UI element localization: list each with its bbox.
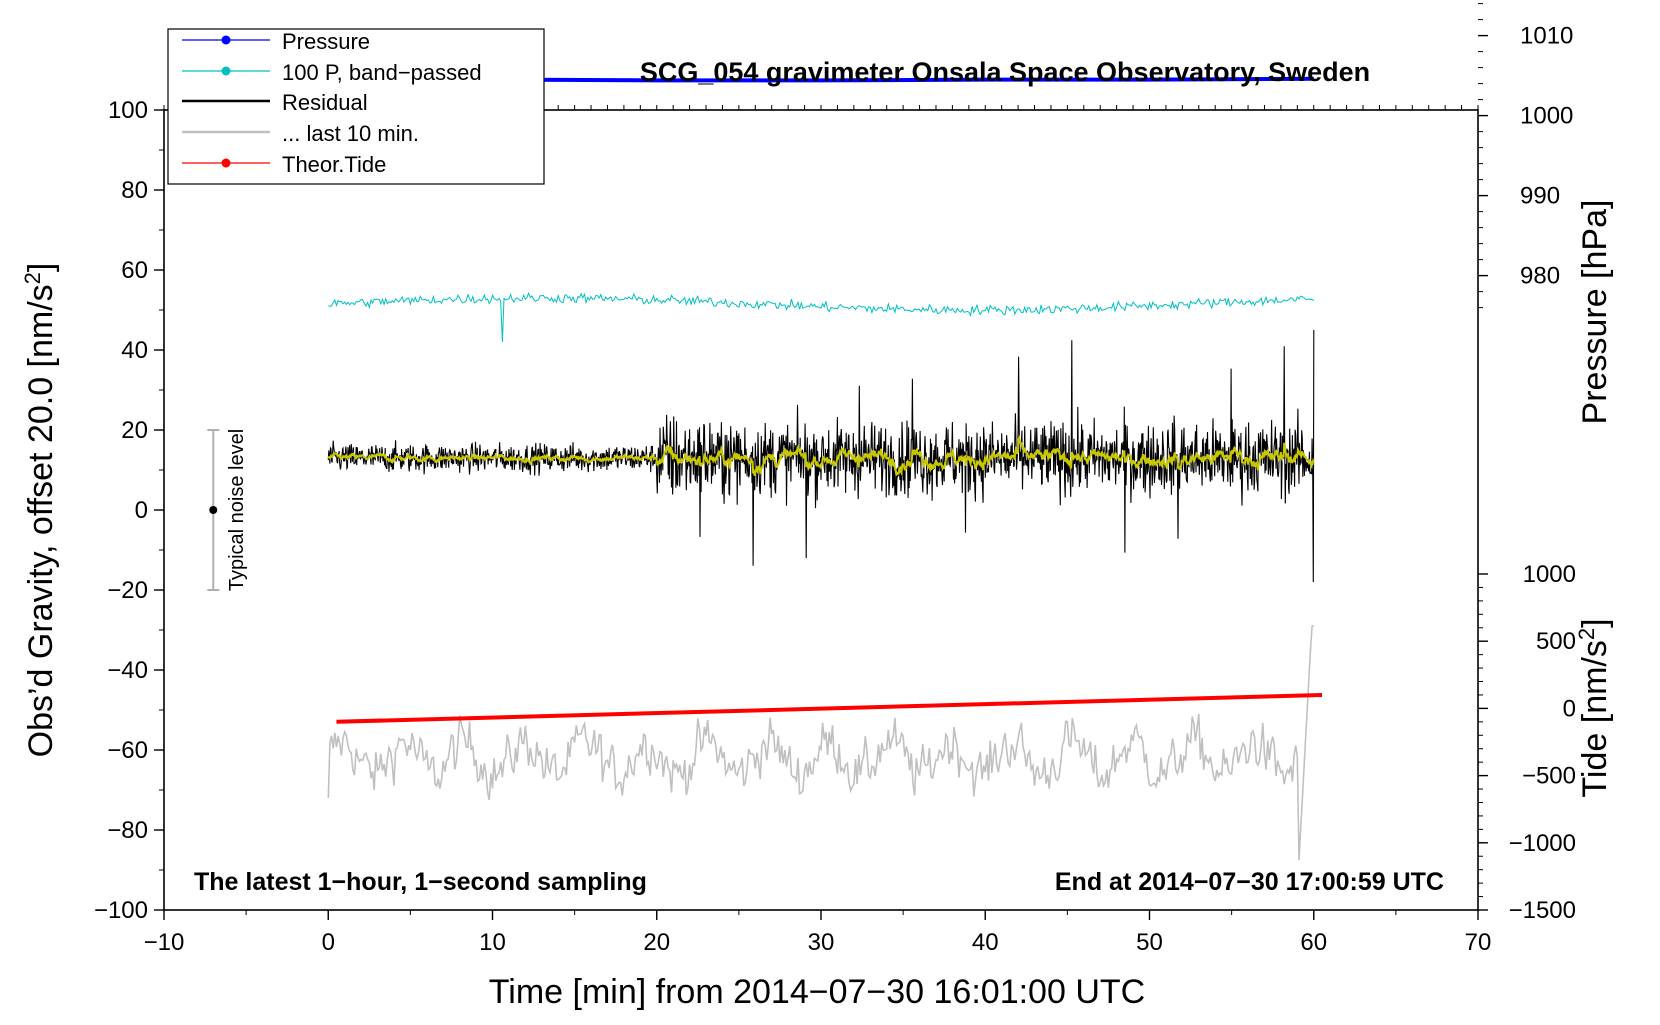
y-tick-label: −60	[107, 737, 148, 764]
y-axis-label-left: Obs’d Gravity, offset 20.0 [nm/s2]	[20, 263, 60, 758]
x-tick-label: −10	[144, 929, 185, 956]
y-tick-label: 60	[121, 257, 148, 284]
x-tick-label: 50	[1136, 929, 1163, 956]
x-tick-label: 30	[808, 929, 835, 956]
x-tick-label: 10	[479, 929, 506, 956]
x-tick-label: 20	[643, 929, 670, 956]
series-last-10-min	[327, 625, 1314, 861]
y-axis-label-tide: Tide [nm/s2]	[1574, 618, 1614, 797]
pressure-tick-label: 1010	[1520, 23, 1573, 50]
y-axis-label-pressure: Pressure [hPa]	[1576, 200, 1614, 425]
tide-tick-label: −1000	[1509, 830, 1576, 857]
annotation-left: The latest 1−hour, 1−second sampling	[194, 868, 647, 896]
legend-label-last10: ... last 10 min.	[282, 121, 419, 146]
x-tick-label: 60	[1300, 929, 1327, 956]
tide-tick-label: −1500	[1509, 897, 1576, 924]
data-layer	[327, 76, 1323, 861]
tide-tick-label: 500	[1536, 628, 1576, 655]
tide-tick-label: 1000	[1523, 561, 1576, 588]
series-residual-smoothed	[327, 434, 1315, 477]
pressure-tick-label: 1000	[1520, 103, 1573, 130]
y-tick-label: −20	[107, 577, 148, 604]
x-tick-label: 0	[322, 929, 335, 956]
legend-label-tide: Theor.Tide	[282, 152, 386, 177]
series-residual	[327, 329, 1315, 583]
y-tick-label: 40	[121, 337, 148, 364]
legend-label-pressure: Pressure	[282, 29, 370, 54]
legend-marker-0	[221, 35, 231, 45]
chart-title: SCG_054 gravimeter Onsala Space Observat…	[640, 57, 1370, 87]
y-tick-label: −80	[107, 817, 148, 844]
y-tick-label: 0	[135, 497, 148, 524]
noise-bar-point	[209, 506, 218, 514]
pressure-tick-label: 980	[1520, 263, 1560, 290]
tide-tick-label: −500	[1522, 763, 1576, 790]
pressure-tick-label: 990	[1520, 183, 1560, 210]
annotation-right: End at 2014−07−30 17:00:59 UTC	[1055, 868, 1444, 896]
x-tick-label: 40	[972, 929, 999, 956]
legend-label-residual: Residual	[282, 90, 368, 115]
x-tick-label: 70	[1465, 929, 1492, 956]
noise-bar-group	[207, 429, 220, 591]
y-tick-label: 80	[121, 177, 148, 204]
legend	[167, 28, 545, 185]
legend-marker-1	[221, 66, 231, 76]
y-tick-label: −40	[107, 657, 148, 684]
tide-tick-label: 0	[1563, 695, 1576, 722]
noise-bar-label: Typical noise level	[226, 429, 248, 591]
y-tick-label: 100	[108, 97, 148, 124]
legend-box	[167, 28, 545, 185]
y-tick-label: −100	[94, 897, 148, 924]
y-tick-label: 20	[121, 417, 148, 444]
series-band-passed	[328, 291, 1315, 343]
x-axis-label: Time [min] from 2014−07−30 16:01:00 UTC	[489, 973, 1145, 1011]
series-theor-tide	[336, 693, 1323, 724]
legend-label-bandpassed: 100 P, band−passed	[282, 60, 482, 85]
legend-marker-4	[221, 158, 231, 168]
axes-layer: −10 0 10 20 30 40 50 60 70−100−80−60−40−20020406…	[94, 3, 1576, 956]
